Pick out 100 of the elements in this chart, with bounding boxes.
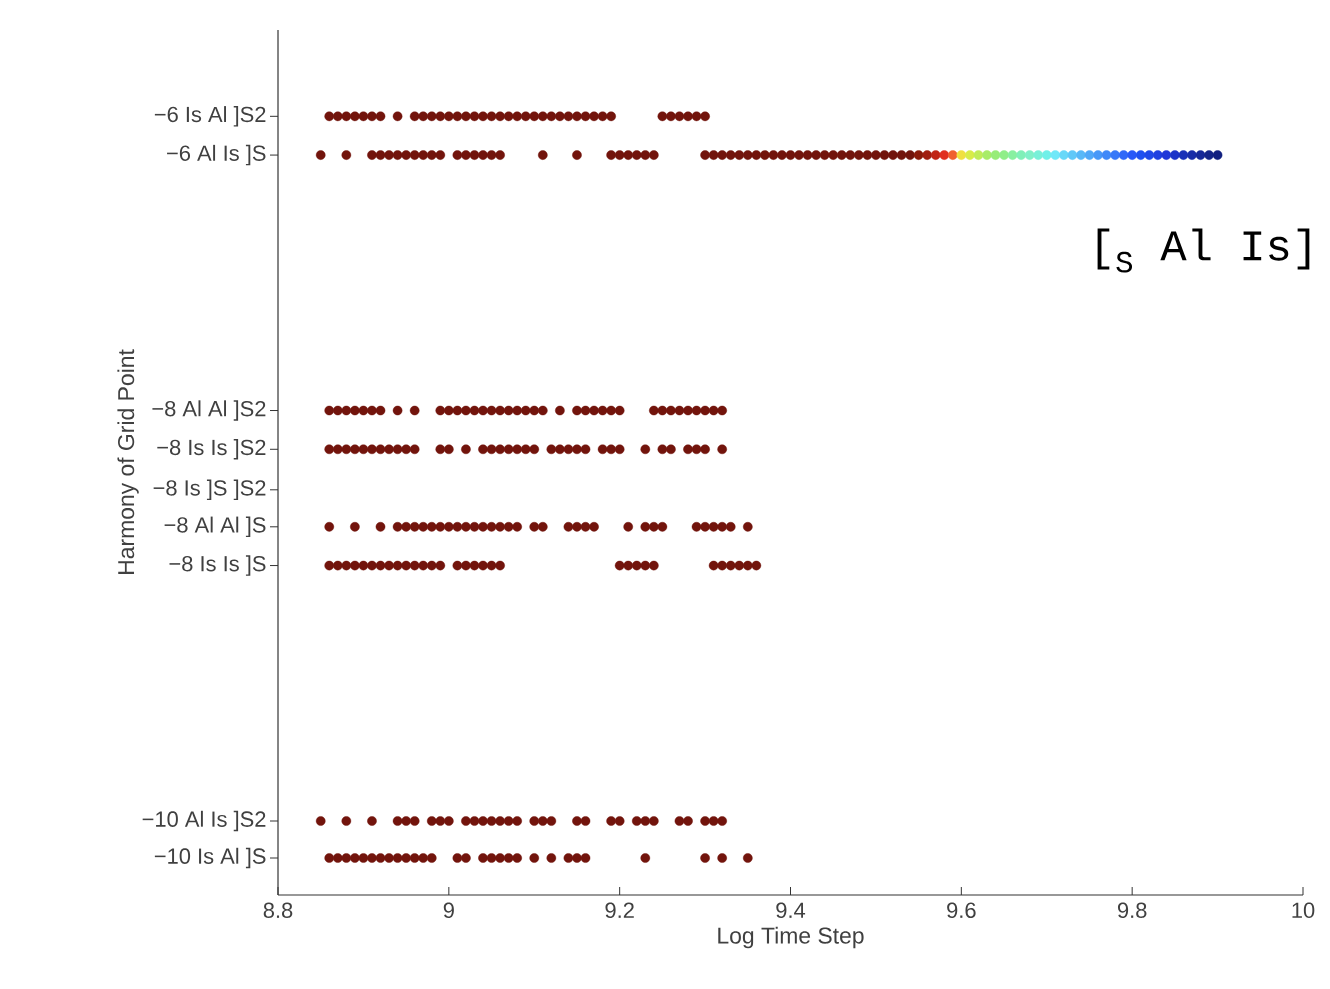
point — [495, 405, 505, 416]
point — [990, 150, 1001, 160]
point — [1101, 150, 1112, 160]
point — [1212, 150, 1223, 160]
point — [751, 560, 762, 571]
point — [674, 111, 685, 122]
point — [614, 816, 625, 826]
point — [375, 444, 386, 455]
point — [469, 405, 480, 416]
x-axis-title: Log Time Step — [718, 926, 864, 949]
point — [939, 150, 950, 160]
point — [717, 560, 727, 571]
point — [495, 853, 505, 863]
point — [409, 405, 420, 416]
point — [512, 522, 522, 532]
point — [555, 444, 565, 455]
point — [743, 853, 753, 863]
point — [495, 444, 505, 455]
point — [435, 111, 446, 122]
point — [452, 853, 463, 863]
point — [478, 816, 488, 826]
point — [913, 150, 924, 160]
point — [700, 444, 710, 455]
point — [486, 853, 497, 863]
point — [734, 150, 745, 160]
point — [333, 444, 343, 455]
point — [717, 816, 727, 826]
point — [315, 816, 326, 826]
point — [461, 150, 471, 160]
point — [529, 522, 540, 532]
point — [324, 405, 335, 416]
point — [503, 444, 514, 455]
point — [777, 150, 787, 160]
point — [392, 522, 403, 532]
point — [486, 522, 497, 532]
point — [392, 444, 403, 455]
point — [478, 405, 488, 416]
point — [546, 853, 557, 863]
y-tick-label: −6 Is Al ]S2 — [154, 106, 266, 127]
point — [435, 405, 446, 416]
point — [392, 150, 403, 160]
point — [623, 150, 633, 160]
point — [614, 444, 625, 455]
point — [358, 405, 369, 416]
point — [461, 560, 471, 571]
point — [691, 522, 702, 532]
point — [435, 444, 446, 455]
point — [341, 816, 352, 826]
point — [606, 444, 616, 455]
point — [708, 522, 719, 532]
point — [760, 150, 770, 160]
point — [828, 150, 838, 160]
point — [461, 816, 471, 826]
point — [341, 150, 352, 160]
point — [743, 150, 753, 160]
point — [572, 853, 582, 863]
point — [401, 853, 411, 863]
point — [640, 816, 651, 826]
point — [367, 853, 377, 863]
point — [495, 560, 505, 571]
point — [409, 853, 420, 863]
point — [333, 405, 343, 416]
point — [649, 405, 659, 416]
point — [375, 111, 386, 122]
point — [324, 853, 335, 863]
point — [999, 150, 1009, 160]
point — [384, 150, 394, 160]
point — [324, 444, 335, 455]
point — [888, 150, 898, 160]
point — [1204, 150, 1214, 160]
point — [469, 150, 480, 160]
point — [418, 853, 428, 863]
x-tick-label: 8.8 — [263, 902, 293, 919]
x-tick-label: 9.6 — [947, 902, 976, 919]
point — [1187, 150, 1197, 160]
point — [905, 150, 915, 160]
point — [674, 405, 685, 416]
point — [350, 560, 360, 571]
point — [1110, 150, 1120, 160]
point — [1118, 150, 1129, 160]
point — [725, 560, 736, 571]
point — [452, 560, 463, 571]
point — [563, 444, 574, 455]
y-tick-label: −8 Is ]S ]S2 — [153, 479, 266, 501]
y-tick-label: −10 Al Is ]S2 — [142, 810, 266, 832]
point — [452, 405, 463, 416]
y-axis-title: Harmony of Grid Point — [117, 349, 139, 574]
point — [452, 522, 463, 532]
point — [1041, 150, 1052, 160]
point — [520, 405, 531, 416]
point — [461, 111, 471, 122]
point — [794, 150, 804, 160]
point — [375, 560, 386, 571]
point — [700, 816, 710, 826]
point — [478, 560, 488, 571]
point — [708, 405, 719, 416]
x-tick-label: 10 — [1292, 902, 1315, 919]
point — [948, 150, 958, 160]
point — [649, 816, 659, 826]
point — [546, 816, 557, 826]
